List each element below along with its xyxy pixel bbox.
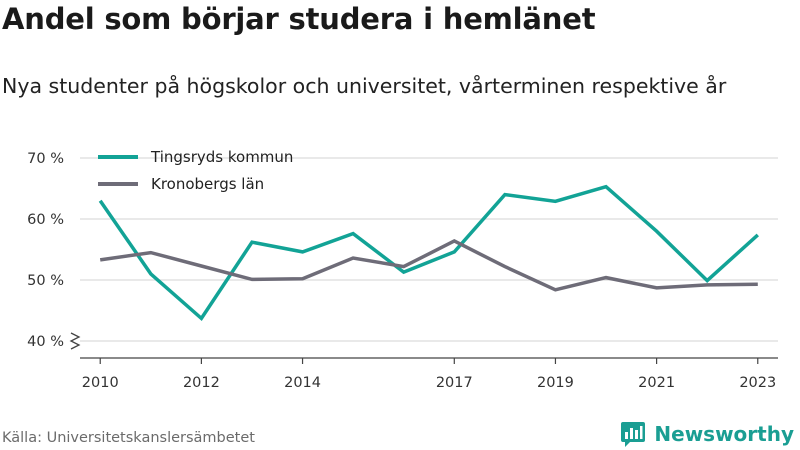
brand-name: Newsworthy — [654, 422, 794, 446]
x-tick-label: 2023 — [739, 375, 776, 391]
brand-logo: Newsworthy — [620, 420, 794, 448]
chart-subtitle: Nya studenter på högskolor och universit… — [2, 74, 727, 98]
legend-label: Kronobergs län — [151, 175, 264, 193]
series-line-2 — [99, 239, 758, 292]
axis-break-icon — [69, 332, 81, 350]
y-tick-label: 50 % — [27, 273, 64, 289]
y-tick-label: 70 % — [27, 151, 64, 167]
y-tick-label: 60 % — [27, 212, 64, 228]
x-tick-label: 2012 — [183, 375, 220, 391]
x-tick-label: 2017 — [436, 375, 473, 391]
series-line-1 — [98, 184, 759, 322]
x-tick-label: 2019 — [537, 375, 574, 391]
bar-chart-bubble-icon — [621, 422, 646, 447]
y-tick-label: 40 % — [27, 334, 64, 350]
x-tick-label: 2010 — [82, 375, 119, 391]
x-tick-label: 2021 — [638, 375, 675, 391]
chart-title: Andel som börjar studera i hemlänet — [2, 2, 596, 36]
source-note: Källa: Universitetskanslersämbetet — [2, 430, 255, 446]
x-tick-label: 2014 — [284, 375, 321, 391]
legend-label: Tingsryds kommun — [150, 148, 293, 166]
